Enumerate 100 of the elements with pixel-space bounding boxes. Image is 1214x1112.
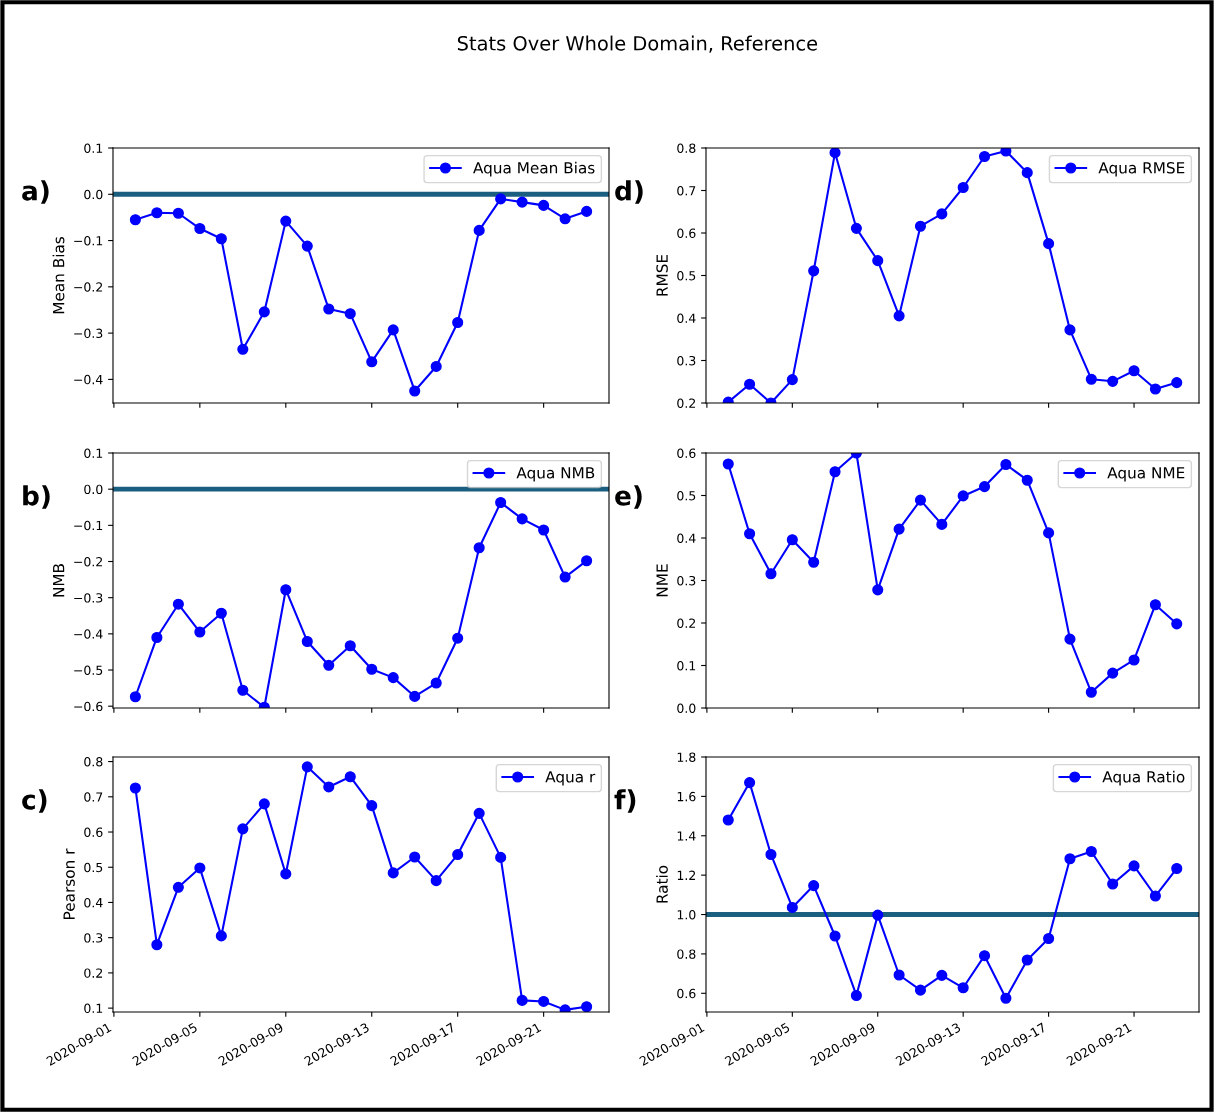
point bbox=[559, 571, 571, 583]
y-tick-label: 0.4 bbox=[677, 313, 696, 323]
point bbox=[1149, 890, 1161, 902]
point bbox=[1149, 383, 1161, 395]
point bbox=[516, 513, 528, 525]
point bbox=[430, 875, 442, 887]
point bbox=[1171, 618, 1183, 630]
y-tick-label: 0.2 bbox=[84, 968, 103, 978]
point bbox=[344, 308, 356, 320]
point bbox=[1021, 474, 1033, 486]
point bbox=[1128, 365, 1140, 377]
point bbox=[1043, 932, 1055, 945]
point bbox=[495, 496, 507, 509]
y-tick-label: −0.3 bbox=[74, 593, 103, 603]
y-tick-label: 1.4 bbox=[677, 831, 696, 841]
point bbox=[172, 881, 184, 893]
point bbox=[744, 378, 756, 390]
point bbox=[978, 950, 991, 962]
point bbox=[786, 374, 798, 386]
point bbox=[409, 690, 421, 702]
y-tick-label: −0.2 bbox=[74, 556, 103, 567]
point bbox=[473, 807, 485, 819]
point bbox=[808, 880, 820, 892]
y-tick-label: 0.3 bbox=[677, 575, 696, 586]
point bbox=[323, 659, 335, 671]
point bbox=[1043, 238, 1055, 250]
point bbox=[786, 901, 798, 913]
point bbox=[366, 356, 378, 368]
y-tick-label: 0.1 bbox=[84, 143, 103, 153]
point bbox=[829, 930, 841, 942]
legend-label: Aqua r bbox=[545, 771, 596, 786]
point bbox=[258, 798, 270, 810]
point bbox=[1064, 633, 1076, 645]
point bbox=[237, 823, 249, 835]
point bbox=[280, 868, 292, 880]
y-tick-label: 0.6 bbox=[677, 448, 696, 458]
point bbox=[366, 800, 378, 812]
point bbox=[473, 542, 485, 554]
point bbox=[765, 568, 777, 580]
y-tick-label: 0.8 bbox=[84, 757, 103, 767]
point bbox=[538, 524, 550, 536]
point bbox=[893, 969, 905, 981]
point bbox=[194, 222, 206, 235]
point bbox=[1149, 599, 1161, 611]
text: d) bbox=[615, 180, 643, 204]
point bbox=[366, 663, 378, 675]
y-tick-label: 0.5 bbox=[677, 490, 696, 501]
y-tick-label: 0.4 bbox=[677, 533, 696, 543]
point bbox=[936, 208, 948, 220]
point bbox=[538, 995, 550, 1007]
point bbox=[409, 385, 421, 397]
point bbox=[1107, 667, 1119, 679]
point bbox=[344, 771, 356, 783]
point bbox=[893, 310, 905, 322]
point bbox=[581, 1001, 593, 1012]
point bbox=[129, 214, 141, 226]
y-tick-label: 0.8 bbox=[677, 949, 696, 959]
y-tick-label: 1.8 bbox=[677, 752, 696, 762]
point bbox=[237, 343, 249, 355]
point bbox=[1085, 845, 1097, 858]
y-axis-title: RMSE bbox=[656, 254, 668, 296]
text: e) bbox=[615, 485, 642, 509]
point bbox=[936, 969, 948, 981]
point bbox=[1000, 148, 1012, 157]
point bbox=[850, 222, 862, 234]
point bbox=[430, 677, 442, 689]
y-tick-label: −0.1 bbox=[74, 520, 103, 531]
point bbox=[936, 518, 948, 530]
y-tick-label: −0.2 bbox=[74, 282, 103, 292]
text: a) bbox=[22, 180, 49, 204]
point bbox=[215, 607, 227, 619]
point bbox=[473, 224, 485, 236]
point bbox=[914, 494, 927, 506]
y-tick-label: 0.3 bbox=[677, 355, 696, 366]
point bbox=[957, 490, 969, 502]
y-tick-label: 0.0 bbox=[84, 189, 103, 200]
point bbox=[301, 761, 313, 773]
point bbox=[893, 523, 905, 535]
point bbox=[387, 324, 399, 336]
point bbox=[722, 814, 734, 826]
point bbox=[808, 265, 820, 277]
legend-label: Aqua Ratio bbox=[1102, 770, 1185, 786]
point bbox=[452, 632, 464, 644]
point bbox=[516, 196, 528, 208]
point bbox=[151, 207, 163, 219]
y-tick-label: 0.4 bbox=[84, 897, 103, 908]
chart-title: Stats Over Whole Domain, Reference bbox=[457, 35, 818, 53]
y-tick-label: 0.6 bbox=[677, 228, 696, 238]
point bbox=[914, 984, 927, 996]
point bbox=[430, 360, 442, 372]
point bbox=[872, 584, 884, 596]
y-axis-title: Ratio bbox=[656, 865, 668, 903]
y-axis-title: Mean Bias bbox=[52, 236, 65, 314]
point bbox=[744, 528, 756, 540]
y-tick-label: 0.5 bbox=[677, 270, 696, 281]
point bbox=[344, 640, 356, 652]
text: c) bbox=[22, 789, 47, 813]
point bbox=[1107, 375, 1119, 387]
point bbox=[516, 994, 528, 1006]
y-tick-label: 0.6 bbox=[84, 827, 103, 837]
